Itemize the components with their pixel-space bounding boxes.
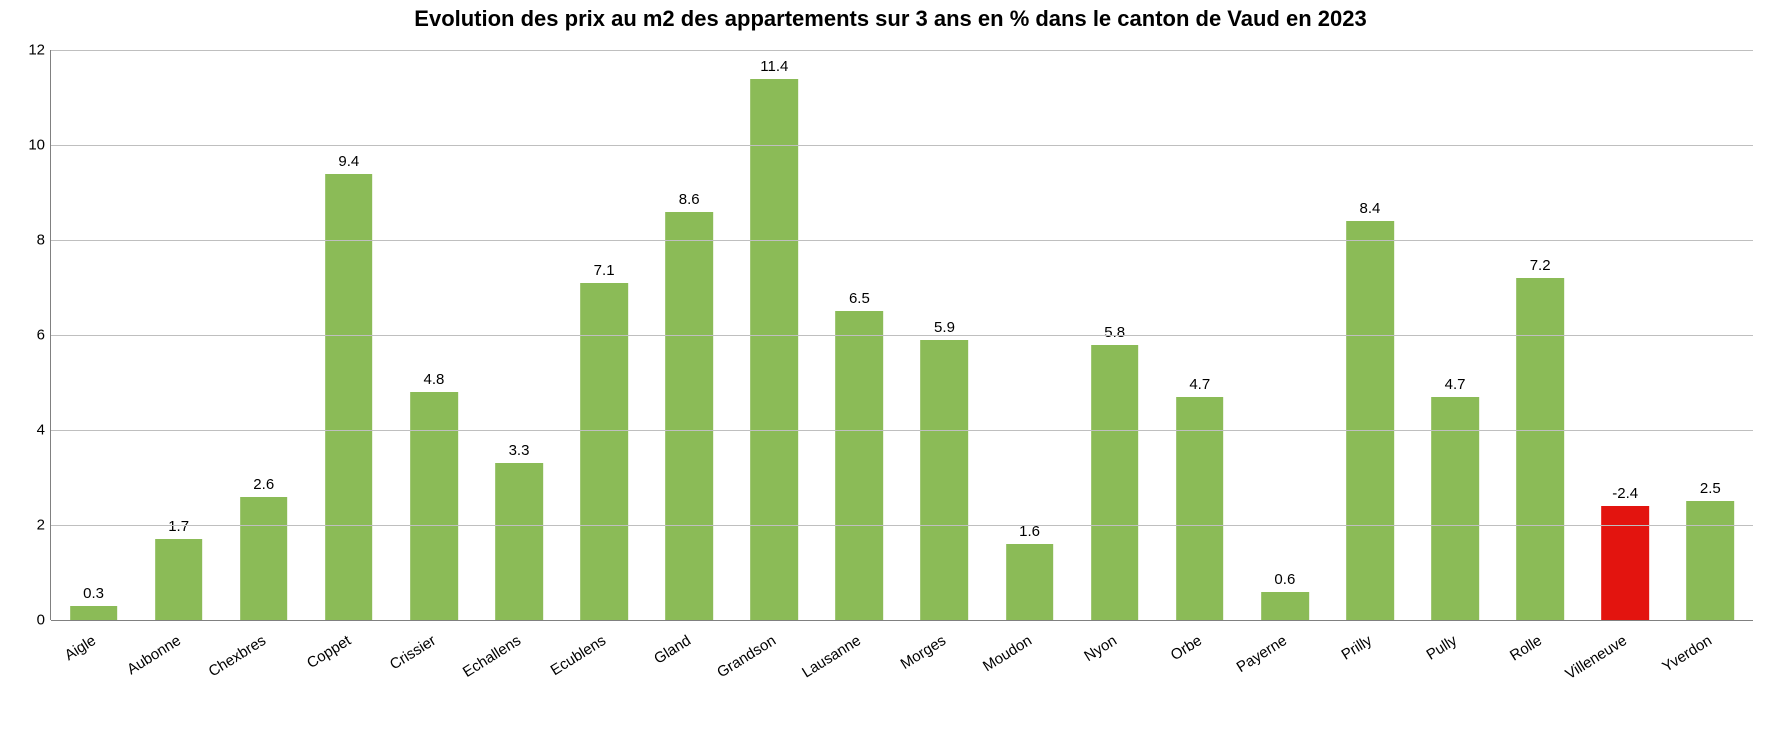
value-label: 0.6 bbox=[1274, 571, 1295, 588]
bar bbox=[495, 463, 543, 620]
bar bbox=[1601, 506, 1649, 620]
value-label: 8.4 bbox=[1360, 200, 1381, 217]
value-label: 2.5 bbox=[1700, 480, 1721, 497]
bar bbox=[921, 340, 969, 620]
bar bbox=[1346, 221, 1394, 620]
value-label: 5.9 bbox=[934, 319, 955, 336]
bar bbox=[240, 497, 288, 621]
grid-line bbox=[51, 50, 1753, 51]
value-label: 1.7 bbox=[168, 518, 189, 535]
value-label: 4.7 bbox=[1189, 376, 1210, 393]
value-label: 9.4 bbox=[338, 153, 359, 170]
value-label: 6.5 bbox=[849, 290, 870, 307]
y-tick-label: 8 bbox=[5, 232, 45, 249]
value-label: 4.7 bbox=[1445, 376, 1466, 393]
value-label: -2.4 bbox=[1612, 485, 1638, 502]
value-label: 3.3 bbox=[509, 442, 530, 459]
grid-line bbox=[51, 620, 1753, 621]
bar bbox=[665, 212, 713, 621]
grid-line bbox=[51, 145, 1753, 146]
bar bbox=[410, 392, 458, 620]
value-label: 5.8 bbox=[1104, 324, 1125, 341]
grid-line bbox=[51, 240, 1753, 241]
price-evolution-chart: Evolution des prix au m2 des appartement… bbox=[0, 0, 1781, 730]
y-tick-label: 12 bbox=[5, 42, 45, 59]
plot-area: 0.3Aigle1.7Aubonne2.6Chexbres9.4Coppet4.… bbox=[50, 50, 1753, 620]
value-label: 11.4 bbox=[760, 58, 788, 75]
bar bbox=[1687, 501, 1735, 620]
bar bbox=[155, 539, 203, 620]
value-label: 7.1 bbox=[594, 262, 615, 279]
y-tick-label: 6 bbox=[5, 327, 45, 344]
y-tick-label: 10 bbox=[5, 137, 45, 154]
bar bbox=[1091, 345, 1139, 621]
bar bbox=[836, 311, 884, 620]
bar bbox=[580, 283, 628, 620]
bar bbox=[1261, 592, 1309, 621]
value-label: 2.6 bbox=[253, 476, 274, 493]
bar bbox=[1006, 544, 1054, 620]
y-tick-label: 4 bbox=[5, 422, 45, 439]
grid-line bbox=[51, 430, 1753, 431]
y-tick-label: 0 bbox=[5, 612, 45, 629]
y-tick-label: 2 bbox=[5, 517, 45, 534]
value-label: 8.6 bbox=[679, 191, 700, 208]
value-label: 0.3 bbox=[83, 585, 104, 602]
bar bbox=[750, 79, 798, 621]
value-label: 7.2 bbox=[1530, 257, 1551, 274]
chart-title: Evolution des prix au m2 des appartement… bbox=[0, 6, 1781, 32]
grid-line bbox=[51, 525, 1753, 526]
grid-line bbox=[51, 335, 1753, 336]
bar bbox=[1516, 278, 1564, 620]
value-label: 4.8 bbox=[423, 371, 444, 388]
